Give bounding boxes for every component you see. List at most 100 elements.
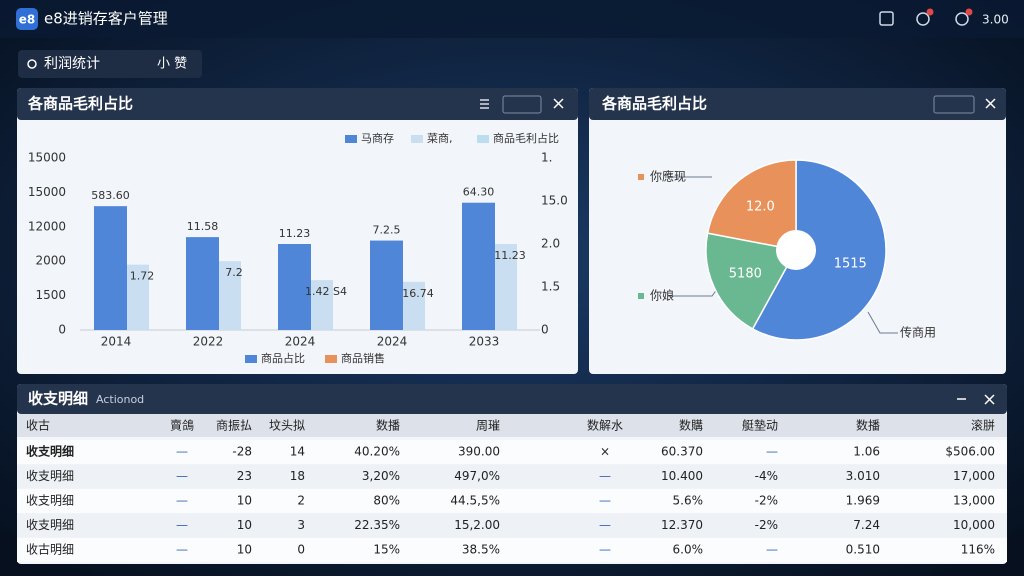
- table-cell: 80%: [373, 494, 400, 508]
- table-row: [17, 538, 1007, 562]
- column-header: 坟头拟: [269, 419, 305, 433]
- table-cell: -2%: [755, 518, 778, 532]
- table-cell: —: [176, 469, 188, 483]
- table-row: [17, 513, 1007, 538]
- pie-slice: [705, 232, 798, 330]
- table-cell: 10: [237, 543, 252, 557]
- table-cell: —: [176, 543, 188, 557]
- table-cell: —: [599, 518, 611, 532]
- table-cell: 3,20%: [362, 469, 400, 483]
- column-header: 周璀: [476, 418, 500, 433]
- table-cell: 10: [237, 494, 252, 508]
- table-cell: 116%: [961, 543, 995, 557]
- legend-label: 马商存: [361, 131, 394, 145]
- table-row: [17, 489, 1007, 513]
- icon-menu[interactable]: [480, 99, 489, 109]
- tab-icon: [27, 59, 37, 69]
- panel-title: 各商品毛利占比: [27, 95, 133, 113]
- bar: [495, 244, 517, 330]
- x-tick-label: 2033: [469, 335, 500, 349]
- table-cell: —: [599, 494, 611, 508]
- icon-calendar[interactable]: [879, 11, 894, 26]
- x-tick-label: 2024: [285, 335, 316, 349]
- bar: [219, 261, 241, 330]
- legend-label: 商品销售: [341, 351, 385, 365]
- table-cell: 0: [297, 543, 305, 557]
- table-cell: 10: [237, 518, 252, 532]
- bar: [462, 202, 495, 330]
- top-bar: [0, 0, 1024, 38]
- y2-tick-label: 15.0: [541, 194, 568, 208]
- data-label: 11.58: [187, 220, 219, 233]
- table-cell: 2: [297, 494, 305, 508]
- badge: [965, 8, 973, 16]
- table-cell: —: [599, 469, 611, 483]
- y-tick-label: 15000: [28, 185, 66, 199]
- data-label: 64.30: [463, 186, 495, 199]
- y-tick-label: 15000: [28, 151, 66, 165]
- table-cell: 收古明细: [26, 542, 74, 557]
- table-cell: 7.24: [853, 518, 880, 532]
- legend-swatch: [638, 174, 644, 180]
- table-cell: 6.0%: [673, 543, 704, 557]
- table-cell: 18: [290, 469, 305, 483]
- pie-slice: [751, 159, 887, 341]
- legend-label: 菜商,: [427, 131, 453, 145]
- legend-label: 传商用: [900, 325, 936, 340]
- table-cell: 40.20%: [354, 445, 400, 459]
- icon-close[interactable]: [553, 98, 564, 109]
- table-cell: 60.370: [661, 445, 703, 459]
- icon-close[interactable]: [985, 98, 996, 109]
- y2-tick-label: 0: [541, 323, 549, 337]
- data-label: 1.42 S4: [305, 285, 347, 298]
- table-cell: 17,000: [953, 469, 995, 483]
- icon-expand[interactable]: [502, 95, 542, 114]
- data-label: 11.23: [494, 249, 526, 262]
- data-label: 11.23: [279, 227, 311, 240]
- column-header: 数播: [856, 418, 880, 433]
- bar: [94, 206, 127, 330]
- app-title: e8进销存客户管理: [44, 10, 168, 28]
- version: 3.00: [982, 13, 1009, 27]
- column-header: 数購: [679, 418, 703, 433]
- table-cell: 1.969: [846, 494, 880, 508]
- legend-swatch: [638, 293, 644, 299]
- table-cell: 390.00: [458, 445, 500, 459]
- icon-bell[interactable]: [916, 12, 930, 26]
- table-cell: 收支明细: [26, 469, 74, 483]
- column-header: 数解水: [587, 418, 623, 433]
- legend-swatch: [245, 355, 257, 363]
- table-cell: 22.35%: [354, 518, 400, 532]
- bar-panel: [17, 88, 578, 374]
- x-tick-label: 2024: [377, 335, 408, 349]
- bar: [311, 280, 333, 330]
- y-tick-label: 12000: [28, 219, 66, 233]
- bar: [127, 264, 149, 330]
- data-label: 1.72: [130, 270, 155, 283]
- icon-close[interactable]: [984, 394, 995, 405]
- icon-settings[interactable]: [955, 12, 969, 26]
- table-cell: —: [176, 494, 188, 508]
- table-subtitle: Actionod: [96, 393, 144, 406]
- x-tick-label: 2014: [101, 335, 132, 349]
- column-header: 商振払: [216, 418, 252, 433]
- table-cell: -28: [232, 445, 252, 459]
- bar: [370, 240, 403, 330]
- panel-header: [17, 88, 578, 120]
- table-cell: 收支明细: [26, 494, 74, 508]
- legend-label: 你應现: [650, 169, 686, 184]
- column-header: 艇墊动: [742, 419, 778, 433]
- table-cell: 收支明细: [26, 444, 74, 459]
- legend-label: 商品毛利占比: [493, 131, 559, 145]
- legend-label: 你娘: [650, 288, 674, 303]
- tab[interactable]: 利润统计: [44, 56, 100, 72]
- tab[interactable]: 小 赞: [157, 57, 187, 72]
- table-cell: -2%: [755, 494, 778, 508]
- data-label: 5180: [729, 266, 762, 281]
- table-cell: 15,2.00: [454, 518, 500, 532]
- icon-expand[interactable]: [933, 95, 975, 114]
- table-cell: —: [176, 518, 188, 532]
- panel-header: [17, 384, 1007, 414]
- bar: [403, 281, 425, 330]
